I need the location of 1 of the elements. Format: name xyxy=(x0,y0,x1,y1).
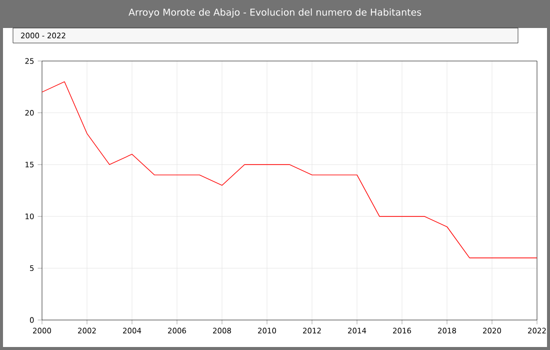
chart-title: Arroyo Morote de Abajo - Evolucion del numero de Habitantes xyxy=(128,8,422,18)
